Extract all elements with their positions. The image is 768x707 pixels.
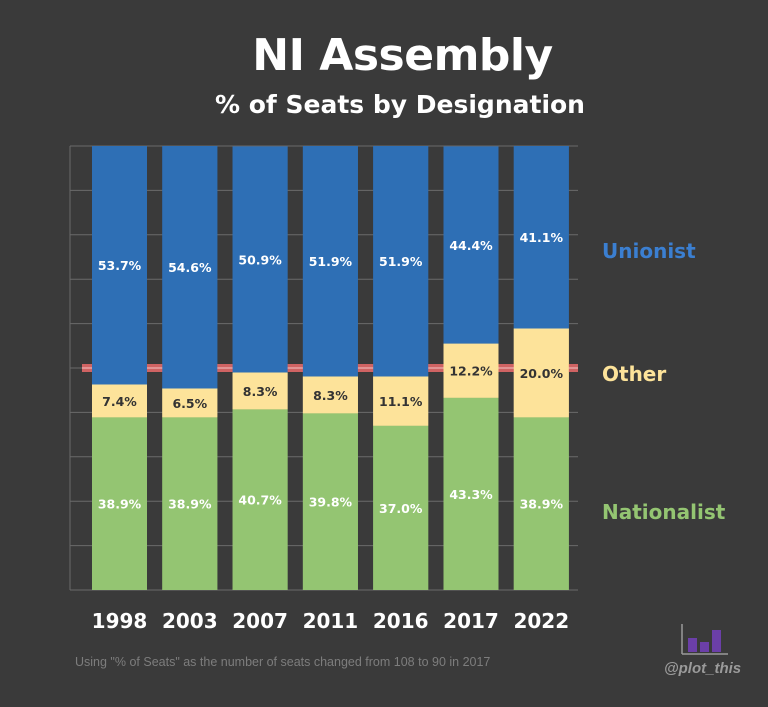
data-label-nationalist-2007: 40.7%: [238, 493, 282, 508]
bar-other-2017: [443, 343, 499, 398]
bar-unionist-2011: [302, 146, 358, 377]
data-label-other-2016: 11.1%: [379, 394, 423, 409]
bar-unionist-2017: [443, 146, 499, 344]
bar-nationalist-2016: [373, 425, 429, 590]
data-label-other-2011: 8.3%: [313, 388, 348, 403]
x-tick-label-1998: 1998: [92, 609, 148, 633]
data-label-unionist-2011: 51.9%: [309, 254, 353, 269]
bar-other-2016: [373, 376, 429, 426]
bar-chart-icon: [681, 624, 728, 655]
credit: @plot_this: [664, 660, 742, 677]
bar-other-1998: [92, 384, 147, 418]
data-label-nationalist-2022: 38.9%: [520, 497, 564, 512]
bar-unionist-2007: [232, 146, 288, 373]
chart-title: NI Assembly: [252, 30, 553, 81]
x-tick-label-2016: 2016: [373, 609, 429, 633]
x-tick-label-2003: 2003: [162, 609, 218, 633]
data-label-other-2017: 12.2%: [449, 364, 493, 379]
bar-other-2022: [513, 328, 569, 418]
data-label-nationalist-2003: 38.9%: [168, 497, 212, 512]
bar-nationalist-2022: [513, 417, 569, 590]
data-label-unionist-2007: 50.9%: [238, 252, 282, 267]
data-label-other-2022: 20.0%: [520, 366, 564, 381]
data-label-other-2003: 6.5%: [172, 396, 207, 411]
bar-other-2007: [232, 372, 288, 410]
data-label-nationalist-2016: 37.0%: [379, 501, 423, 516]
legend-nationalist: Nationalist: [602, 500, 726, 524]
data-label-nationalist-1998: 38.9%: [98, 497, 142, 512]
legend-unionist: Unionist: [602, 239, 696, 263]
data-label-unionist-2003: 54.6%: [168, 260, 212, 275]
x-tick-label-2017: 2017: [443, 609, 499, 633]
bar-other-2011: [302, 376, 358, 414]
data-label-other-2007: 8.3%: [243, 384, 278, 399]
legend-other: Other: [602, 362, 666, 386]
bar-nationalist-1998: [92, 417, 147, 590]
x-tick-label-2011: 2011: [303, 609, 359, 633]
data-label-unionist-2017: 44.4%: [449, 238, 493, 253]
x-tick-label-2022: 2022: [513, 609, 569, 633]
bar-other-2003: [162, 388, 218, 418]
bar-nationalist-2007: [232, 409, 288, 590]
bar-nationalist-2017: [443, 397, 499, 590]
data-label-unionist-2022: 41.1%: [520, 230, 564, 245]
bar-unionist-1998: [92, 146, 147, 385]
bar-nationalist-2011: [302, 413, 358, 590]
data-label-unionist-1998: 53.7%: [98, 258, 142, 273]
chart-subtitle: % of Seats by Designation: [215, 90, 585, 119]
footnote: Using "% of Seats" as the number of seat…: [75, 655, 491, 669]
bar-nationalist-2003: [162, 417, 218, 590]
data-label-nationalist-2017: 43.3%: [449, 487, 493, 502]
data-label-other-1998: 7.4%: [102, 394, 137, 409]
x-tick-label-2007: 2007: [232, 609, 288, 633]
bar-unionist-2003: [162, 146, 218, 389]
data-label-nationalist-2011: 39.8%: [309, 495, 353, 510]
data-label-unionist-2016: 51.9%: [379, 254, 423, 269]
bar-unionist-2016: [373, 146, 429, 377]
bar-unionist-2022: [513, 146, 569, 329]
